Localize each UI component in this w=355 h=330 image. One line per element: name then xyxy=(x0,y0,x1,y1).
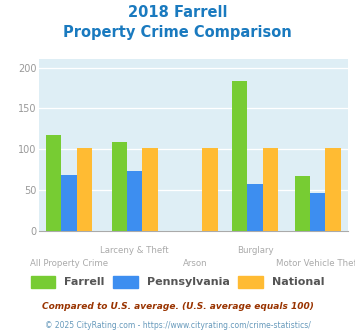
Bar xyxy=(232,82,247,231)
Text: Property Crime Comparison: Property Crime Comparison xyxy=(63,25,292,40)
Bar xyxy=(326,148,341,231)
Text: Arson: Arson xyxy=(182,259,207,268)
Bar xyxy=(127,171,142,231)
Text: Burglary: Burglary xyxy=(237,246,273,255)
Text: © 2025 CityRating.com - https://www.cityrating.com/crime-statistics/: © 2025 CityRating.com - https://www.city… xyxy=(45,321,310,330)
Bar xyxy=(112,142,127,231)
Bar xyxy=(263,148,278,231)
Bar xyxy=(46,135,61,231)
Text: All Property Crime: All Property Crime xyxy=(30,259,108,268)
Text: Motor Vehicle Theft: Motor Vehicle Theft xyxy=(276,259,355,268)
Bar xyxy=(77,148,92,231)
Bar xyxy=(202,148,218,231)
Bar xyxy=(247,183,263,231)
Bar xyxy=(61,175,77,231)
Bar xyxy=(142,148,158,231)
Text: Compared to U.S. average. (U.S. average equals 100): Compared to U.S. average. (U.S. average … xyxy=(42,302,313,311)
Text: 2018 Farrell: 2018 Farrell xyxy=(128,5,227,20)
Text: Larceny & Theft: Larceny & Theft xyxy=(100,246,169,255)
Legend: Farrell, Pennsylvania, National: Farrell, Pennsylvania, National xyxy=(26,271,329,292)
Bar xyxy=(295,176,310,231)
Bar xyxy=(310,193,326,231)
